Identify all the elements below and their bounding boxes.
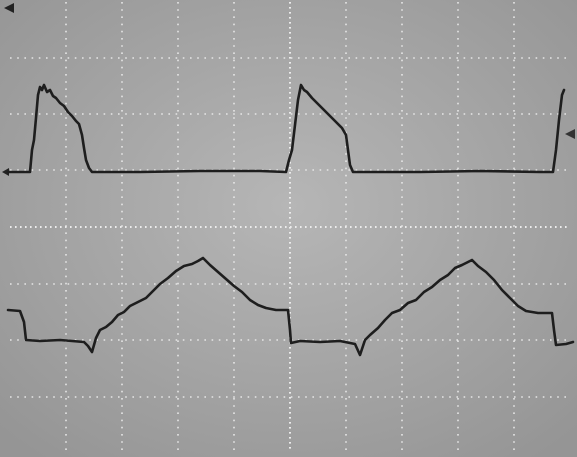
oscilloscope-screen bbox=[0, 0, 577, 457]
screen-background bbox=[0, 0, 577, 457]
